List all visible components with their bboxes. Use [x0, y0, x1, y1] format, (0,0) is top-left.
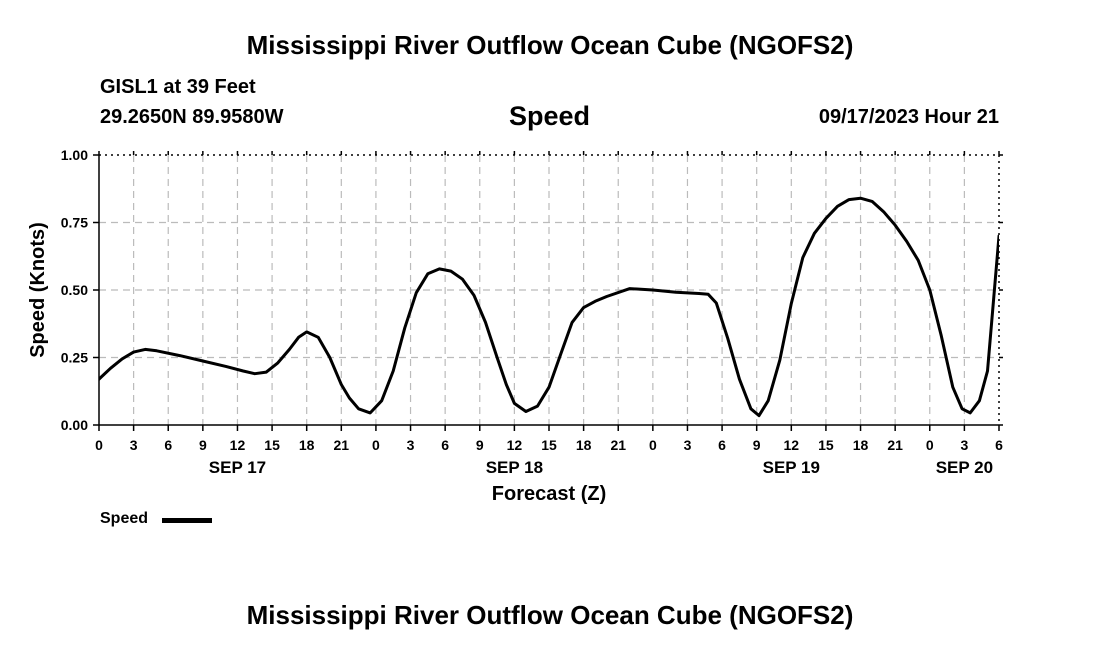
x-tick-label: 12	[507, 437, 523, 453]
x-tick-label: 18	[853, 437, 869, 453]
x-tick-label: 9	[199, 437, 207, 453]
x-axis-title: Forecast (Z)	[492, 483, 606, 505]
x-tick-label: 9	[753, 437, 761, 453]
x-tick-label: 6	[441, 437, 449, 453]
x-tick-label: 15	[818, 437, 834, 453]
footer-title: Mississippi River Outflow Ocean Cube (NG…	[246, 600, 854, 630]
x-tick-label: 3	[130, 437, 138, 453]
x-tick-label: 3	[684, 437, 692, 453]
x-tick-label: 15	[264, 437, 280, 453]
chart-title: Speed	[509, 101, 591, 131]
x-date-label: SEP 20	[936, 458, 993, 477]
x-tick-label: 21	[610, 437, 626, 453]
x-date-label: SEP 19	[763, 458, 820, 477]
x-tick-label: 15	[541, 437, 557, 453]
x-tick-label: 12	[784, 437, 800, 453]
legend-line-swatch	[162, 518, 212, 523]
x-tick-label: 0	[372, 437, 380, 453]
x-tick-label: 0	[95, 437, 103, 453]
y-tick-label: 0.75	[61, 215, 88, 231]
y-tick-label: 0.00	[61, 417, 88, 433]
x-tick-label: 3	[407, 437, 415, 453]
x-tick-label: 0	[649, 437, 657, 453]
x-tick-label: 21	[887, 437, 903, 453]
x-tick-label: 6	[718, 437, 726, 453]
y-axis-title: Speed (Knots)	[27, 222, 49, 358]
series-line-speed	[99, 196, 999, 418]
forecast-datetime: 09/17/2023 Hour 21	[818, 106, 999, 128]
x-tick-label: 6	[164, 437, 172, 453]
x-tick-label: 9	[476, 437, 484, 453]
y-tick-label: 0.50	[61, 282, 88, 298]
y-tick-label: 1.00	[61, 147, 88, 163]
x-tick-label: 18	[576, 437, 592, 453]
station-coordinates: 29.2650N 89.9580W	[100, 106, 284, 128]
x-date-label: SEP 18	[486, 458, 543, 477]
legend-label: Speed	[100, 510, 149, 527]
x-tick-label: 6	[995, 437, 1003, 453]
x-tick-label: 3	[960, 437, 968, 453]
x-tick-label: 18	[299, 437, 315, 453]
station-name: GISL1 at 39 Feet	[100, 76, 256, 98]
x-tick-label: 12	[230, 437, 246, 453]
y-tick-label: 0.25	[61, 350, 88, 366]
x-tick-label: 0	[926, 437, 934, 453]
x-date-label: SEP 17	[209, 458, 266, 477]
main-title: Mississippi River Outflow Ocean Cube (NG…	[246, 30, 854, 60]
x-tick-label: 21	[334, 437, 350, 453]
